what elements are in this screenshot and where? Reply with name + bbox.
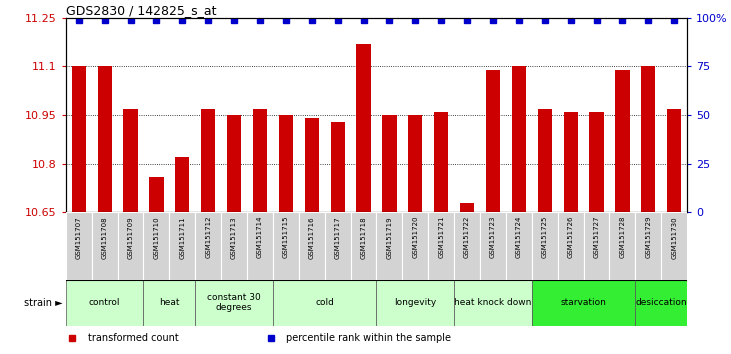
Bar — [635, 212, 662, 283]
Bar — [195, 280, 273, 326]
Bar — [382, 115, 396, 212]
Text: GSM151711: GSM151711 — [179, 216, 185, 258]
Bar — [273, 212, 299, 283]
Bar — [641, 67, 656, 212]
Text: GSM151719: GSM151719 — [387, 216, 393, 258]
Bar — [480, 212, 506, 283]
Bar — [351, 212, 376, 283]
Bar — [454, 280, 532, 326]
Text: GSM151730: GSM151730 — [671, 216, 677, 258]
Text: transformed count: transformed count — [88, 333, 178, 343]
Text: GSM151707: GSM151707 — [76, 216, 82, 258]
Text: GSM151713: GSM151713 — [231, 216, 237, 258]
Text: desiccation: desiccation — [635, 298, 687, 307]
Text: constant 30
degrees: constant 30 degrees — [207, 293, 261, 312]
Bar — [118, 212, 143, 283]
Text: GSM151708: GSM151708 — [102, 216, 107, 258]
Bar — [91, 212, 118, 283]
Text: GSM151716: GSM151716 — [308, 216, 315, 258]
Bar — [279, 115, 293, 212]
Text: GSM151709: GSM151709 — [127, 216, 134, 258]
Bar — [428, 212, 454, 283]
Bar — [221, 212, 247, 283]
Text: GSM151710: GSM151710 — [154, 216, 159, 258]
Text: control: control — [89, 298, 121, 307]
Bar — [610, 212, 635, 283]
Text: GSM151721: GSM151721 — [438, 216, 444, 258]
Bar — [460, 203, 474, 212]
Bar — [532, 212, 558, 283]
Bar — [667, 109, 681, 212]
Text: heat knock down: heat knock down — [454, 298, 531, 307]
Text: strain ►: strain ► — [23, 298, 62, 308]
Bar — [201, 109, 216, 212]
Text: percentile rank within the sample: percentile rank within the sample — [287, 333, 451, 343]
Bar — [170, 212, 195, 283]
Bar — [376, 280, 454, 326]
Text: GSM151717: GSM151717 — [335, 216, 341, 258]
Bar — [564, 112, 577, 212]
Text: GSM151712: GSM151712 — [205, 216, 211, 258]
Text: GSM151724: GSM151724 — [516, 216, 522, 258]
Text: GSM151726: GSM151726 — [568, 216, 574, 258]
Bar — [195, 212, 221, 283]
Bar — [558, 212, 583, 283]
Bar — [273, 280, 376, 326]
Text: GSM151722: GSM151722 — [464, 216, 470, 258]
Bar — [124, 109, 137, 212]
Bar — [616, 70, 629, 212]
Bar — [537, 109, 552, 212]
Bar — [149, 177, 164, 212]
Text: GSM151715: GSM151715 — [283, 216, 289, 258]
Bar — [253, 109, 267, 212]
Bar — [512, 67, 526, 212]
Bar — [402, 212, 428, 283]
Text: longevity: longevity — [394, 298, 436, 307]
Bar — [486, 70, 500, 212]
Bar — [305, 118, 319, 212]
Text: GSM151720: GSM151720 — [412, 216, 418, 258]
Bar — [143, 212, 170, 283]
Bar — [583, 212, 610, 283]
Bar — [357, 44, 371, 212]
Text: heat: heat — [159, 298, 180, 307]
Bar — [330, 121, 345, 212]
Bar — [532, 280, 635, 326]
Bar — [72, 67, 86, 212]
Text: GSM151729: GSM151729 — [645, 216, 651, 258]
Text: GSM151727: GSM151727 — [594, 216, 599, 258]
Text: GSM151714: GSM151714 — [257, 216, 263, 258]
Bar — [66, 212, 91, 283]
Bar — [66, 280, 143, 326]
Bar — [227, 115, 241, 212]
Bar — [325, 212, 351, 283]
Text: GDS2830 / 142825_s_at: GDS2830 / 142825_s_at — [66, 4, 216, 17]
Bar — [434, 112, 448, 212]
Text: cold: cold — [315, 298, 334, 307]
Bar — [143, 280, 195, 326]
Bar — [376, 212, 402, 283]
Bar — [247, 212, 273, 283]
Bar — [299, 212, 325, 283]
Bar — [506, 212, 532, 283]
Bar — [175, 157, 189, 212]
Bar — [635, 280, 687, 326]
Bar — [454, 212, 480, 283]
Text: GSM151725: GSM151725 — [542, 216, 548, 258]
Text: GSM151718: GSM151718 — [360, 216, 366, 258]
Bar — [662, 212, 687, 283]
Bar — [97, 67, 112, 212]
Bar — [589, 112, 604, 212]
Bar — [408, 115, 423, 212]
Text: GSM151728: GSM151728 — [619, 216, 626, 258]
Text: starvation: starvation — [561, 298, 607, 307]
Text: GSM151723: GSM151723 — [490, 216, 496, 258]
